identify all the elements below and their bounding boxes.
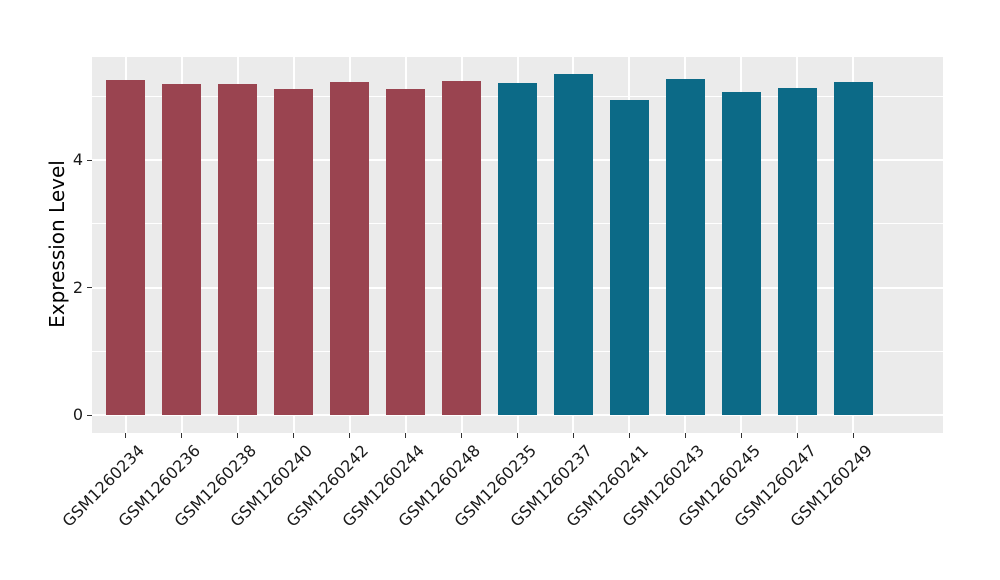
y-tick-label: 4 bbox=[72, 150, 83, 169]
y-axis-tick bbox=[87, 414, 92, 416]
bar-GSM1260244 bbox=[385, 88, 426, 415]
y-tick-label: 0 bbox=[72, 405, 83, 424]
x-axis-tick bbox=[405, 433, 407, 438]
x-axis-tick bbox=[796, 433, 798, 438]
x-axis-tick bbox=[628, 433, 630, 438]
bar-GSM1260241 bbox=[609, 100, 650, 415]
x-axis-tick bbox=[852, 433, 854, 438]
bar-GSM1260236 bbox=[161, 84, 202, 415]
bar-GSM1260234 bbox=[105, 80, 146, 415]
bar-GSM1260243 bbox=[665, 79, 706, 415]
plot-panel bbox=[92, 57, 943, 433]
x-axis-tick bbox=[517, 433, 518, 438]
x-axis-tick bbox=[684, 433, 686, 438]
x-axis-tick bbox=[740, 433, 742, 438]
bar-GSM1260247 bbox=[777, 87, 818, 415]
x-axis-tick bbox=[125, 433, 127, 438]
x-axis-tick bbox=[293, 433, 295, 438]
x-axis-tick bbox=[181, 433, 183, 438]
bar-GSM1260240 bbox=[273, 89, 314, 415]
bar-GSM1260245 bbox=[721, 91, 762, 415]
y-axis-tick bbox=[87, 159, 92, 161]
bar-GSM1260235 bbox=[497, 82, 538, 415]
y-axis-tick bbox=[87, 287, 92, 288]
bar-GSM1260248 bbox=[441, 80, 482, 415]
bar-GSM1260249 bbox=[833, 81, 873, 415]
bar-GSM1260237 bbox=[553, 73, 594, 415]
x-axis-tick bbox=[461, 433, 462, 438]
x-axis-tick bbox=[237, 433, 239, 438]
y-axis-title: Expression Level bbox=[45, 160, 69, 328]
bar-GSM1260242 bbox=[329, 82, 370, 415]
x-axis-tick bbox=[572, 433, 574, 438]
y-tick-label: 2 bbox=[72, 277, 83, 297]
x-axis-tick bbox=[349, 433, 351, 438]
bar-GSM1260238 bbox=[217, 84, 258, 415]
